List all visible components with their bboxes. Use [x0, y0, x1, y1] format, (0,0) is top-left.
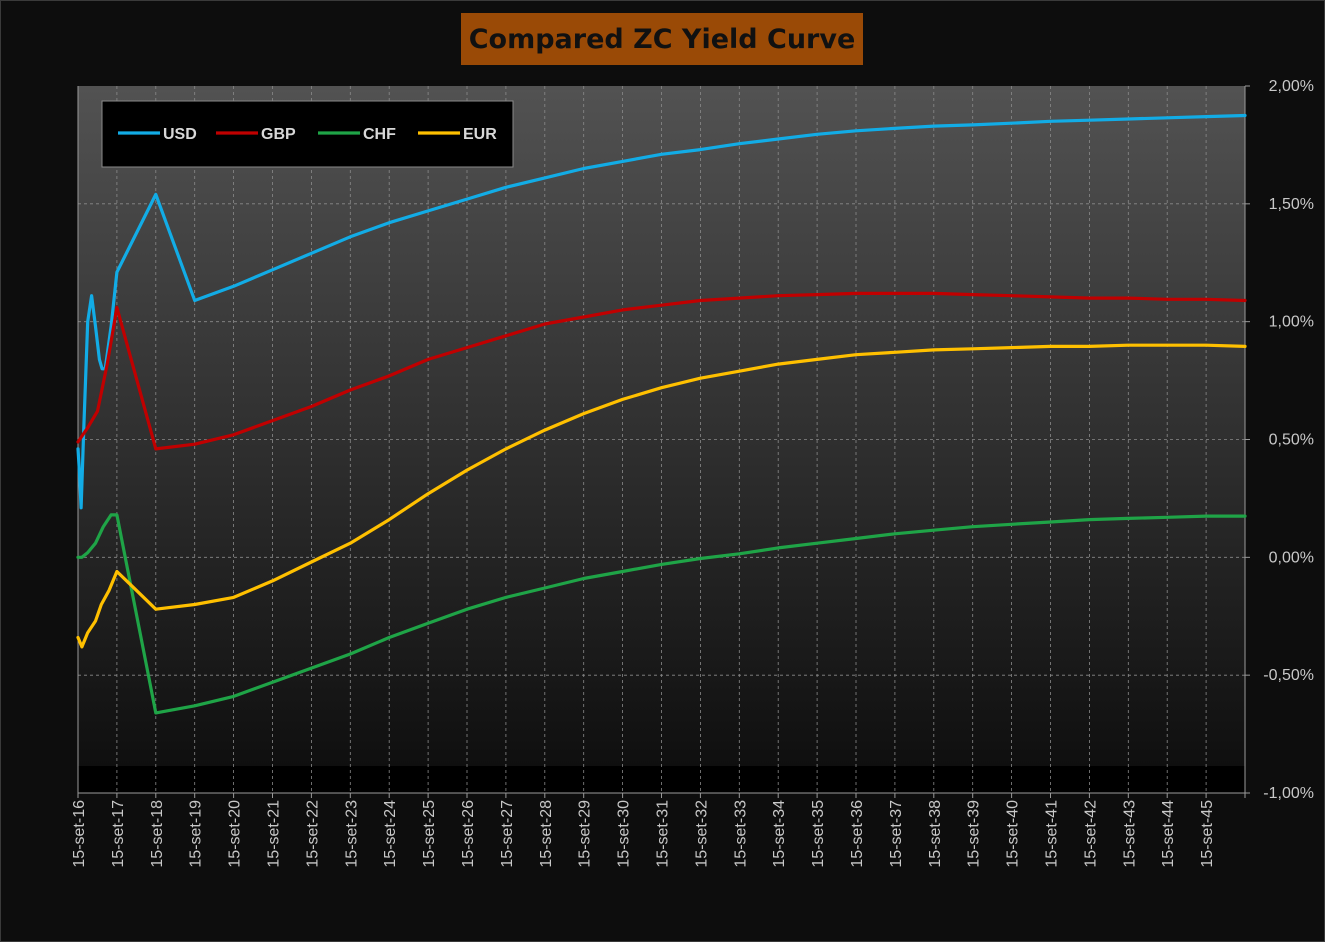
- x-tick-label: 15-set-28: [538, 800, 555, 868]
- x-tick-label: 15-set-19: [188, 800, 205, 868]
- chart-title: Compared ZC Yield Curve: [468, 23, 856, 55]
- y-tick-label: 0,00%: [1269, 549, 1314, 566]
- x-tick-label: 15-set-33: [732, 800, 749, 868]
- x-tick-label: 15-set-23: [343, 800, 360, 868]
- x-tick-label: 15-set-40: [1005, 800, 1022, 868]
- y-tick-label: 1,50%: [1269, 196, 1314, 213]
- x-tick-label: 15-set-41: [1044, 800, 1061, 868]
- x-tick-label: 15-set-34: [771, 800, 788, 868]
- x-tick-label: 15-set-42: [1082, 800, 1099, 868]
- x-tick-label: 15-set-38: [927, 800, 944, 868]
- x-tick-label: 15-set-43: [1121, 800, 1138, 868]
- x-tick-label: 15-set-37: [888, 800, 905, 868]
- x-tick-label: 15-set-44: [1160, 800, 1177, 868]
- x-tick-label: 15-set-21: [266, 800, 283, 868]
- series-line-gbp: [76, 291, 1247, 451]
- x-tick-label: 15-set-32: [693, 800, 710, 868]
- x-tick-label: 15-set-45: [1199, 800, 1216, 868]
- series-line-eur: [76, 343, 1247, 649]
- x-tick-label: 15-set-16: [71, 800, 88, 868]
- legend-label-eur: EUR: [463, 126, 497, 143]
- x-tick-label: 15-set-36: [849, 800, 866, 868]
- y-tick-label: 2,00%: [1269, 78, 1314, 95]
- series-line-chf: [76, 513, 1247, 715]
- x-tick-label: 15-set-26: [460, 800, 477, 868]
- x-tick-label: 15-set-25: [421, 800, 438, 868]
- x-tick-label: 15-set-22: [304, 800, 321, 868]
- y-tick-label: -0,50%: [1263, 667, 1314, 684]
- series-line-usd: [76, 113, 1247, 510]
- x-tick-label: 15-set-27: [499, 800, 516, 868]
- x-tick-label: 15-set-31: [655, 800, 672, 868]
- x-tick-label: 15-set-24: [382, 800, 399, 868]
- x-tick-label: 15-set-39: [966, 800, 983, 868]
- x-tick-label: 15-set-29: [577, 800, 594, 868]
- legend-label-gbp: GBP: [261, 126, 296, 143]
- x-tick-label: 15-set-30: [616, 800, 633, 868]
- x-tick-label: 15-set-35: [810, 800, 827, 868]
- legend-label-usd: USD: [163, 126, 197, 143]
- x-tick-label: 15-set-18: [149, 800, 166, 868]
- y-tick-label: 1,00%: [1269, 314, 1314, 331]
- x-tick-label: 15-set-17: [110, 800, 127, 868]
- chart-title-box: Compared ZC Yield Curve: [461, 13, 863, 65]
- y-tick-label: -1,00%: [1263, 785, 1314, 802]
- legend-label-chf: CHF: [363, 126, 396, 143]
- y-tick-label: 0,50%: [1269, 432, 1314, 449]
- x-tick-label: 15-set-20: [227, 800, 244, 868]
